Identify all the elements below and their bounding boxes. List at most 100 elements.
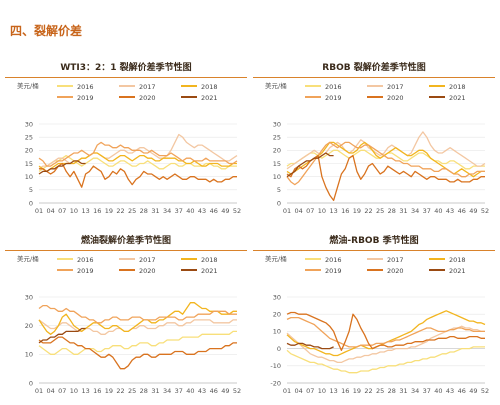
- x-tick-label: 34: [411, 387, 419, 395]
- x-tick-label: 04: [47, 387, 55, 395]
- wti-crack-spread-chart: 美元/桶 2016 2017 2018 2019 2020 2021 0 5 10 15 20 25 30…: [17, 82, 241, 215]
- series-line-2019: [286, 141, 485, 186]
- y-unit-label: 美元/桶: [265, 82, 287, 90]
- x-tick-label: 13: [329, 387, 337, 395]
- legend-label-2020: 2020: [139, 267, 156, 275]
- x-tick-label: 34: [411, 207, 419, 215]
- x-tick-label: 25: [376, 207, 384, 215]
- legend-label-2016: 2016: [325, 256, 342, 264]
- x-tick-label: 43: [198, 387, 206, 395]
- x-tick-label: 13: [329, 207, 337, 215]
- series-line-2018: [38, 302, 237, 335]
- x-tick-label: 10: [70, 387, 78, 395]
- series-line-2016: [286, 346, 485, 374]
- legend-label-2017: 2017: [139, 83, 156, 91]
- x-tick-label: 46: [458, 387, 466, 395]
- series-line-2017: [286, 325, 485, 364]
- x-tick-label: 40: [434, 387, 442, 395]
- x-tick-label: 07: [306, 207, 314, 215]
- x-tick-label: 04: [295, 387, 303, 395]
- x-tick-label: 04: [295, 207, 303, 215]
- chart-panel-rbob: RBOB 裂解价差季节性图 美元/桶 2016 2017 2018 2019 2020 20…: [253, 60, 495, 225]
- chart-title: RBOB 裂解价差季节性图: [322, 63, 426, 73]
- series-line-2021: [38, 327, 86, 344]
- y-tick-label: 20: [25, 322, 33, 330]
- x-tick-label: 34: [163, 387, 171, 395]
- legend-label-2018: 2018: [449, 256, 466, 264]
- title-rule: [253, 77, 495, 78]
- y-tick-label: 15: [273, 160, 281, 168]
- series-line-2019: [38, 141, 238, 167]
- x-tick-label: 19: [105, 207, 113, 215]
- x-tick-label: 37: [175, 207, 183, 215]
- rbob-crack-spread-chart: 美元/桶 2016 2017 2018 2019 2020 2021 0 5 10 15 20 25 30…: [265, 82, 489, 215]
- legend-label-2018: 2018: [201, 83, 218, 91]
- x-tick-label: 16: [93, 387, 101, 395]
- x-tick-label: 43: [446, 387, 454, 395]
- y-unit-label: 美元/桶: [17, 82, 39, 90]
- x-tick-label: 46: [210, 207, 218, 215]
- x-tick-label: 46: [210, 387, 218, 395]
- series-line-2016: [286, 149, 485, 170]
- x-tick-label: 01: [283, 387, 291, 395]
- x-tick-label: 22: [116, 207, 124, 215]
- x-tick-label: 52: [481, 387, 489, 395]
- y-tick-label: 10: [25, 173, 33, 181]
- x-tick-label: 34: [163, 207, 171, 215]
- chart-title: WTI3：2：1 裂解价差季节性图: [60, 63, 192, 73]
- x-tick-label: 52: [481, 207, 489, 215]
- x-tick-label: 19: [353, 387, 361, 395]
- x-tick-label: 01: [283, 207, 291, 215]
- x-tick-label: 04: [47, 207, 55, 215]
- x-tick-label: 40: [186, 387, 194, 395]
- series-line-2021: [286, 152, 334, 178]
- x-tick-label: 31: [151, 387, 159, 395]
- chart-panel-fuel-rbob: 燃油-RBOB 季节性图 美元/桶 2016 2017 2018 2019 2020 202…: [253, 233, 495, 398]
- y-tick-label: 0: [29, 379, 33, 387]
- y-tick-label: 5: [277, 186, 281, 194]
- x-tick-label: 22: [364, 387, 372, 395]
- x-tick-label: 16: [341, 207, 349, 215]
- series-line-2019: [286, 316, 485, 348]
- x-tick-label: 31: [151, 207, 159, 215]
- x-tick-label: 49: [221, 207, 229, 215]
- fuel-crack-spread-chart: 美元/桶 2016 2017 2018 2019 2020 2021 0 10 20 30 01 04 0…: [17, 255, 241, 395]
- chart-panel-fuel: 燃油裂解价差季节性图 美元/桶 2016 2017 2018 2019 2020 2021 0…: [5, 233, 247, 398]
- y-tick-label: -10: [270, 362, 281, 370]
- legend-label-2018: 2018: [201, 256, 218, 264]
- y-tick-label: 5: [29, 186, 33, 194]
- x-tick-label: 28: [388, 387, 396, 395]
- series-line-2017: [38, 319, 237, 335]
- title-rule: [253, 250, 495, 251]
- x-tick-label: 37: [423, 387, 431, 395]
- x-tick-label: 52: [233, 207, 241, 215]
- x-tick-label: 28: [140, 207, 148, 215]
- x-tick-label: 49: [221, 387, 229, 395]
- y-tick-label: 25: [273, 133, 281, 141]
- legend-label-2020: 2020: [387, 267, 404, 275]
- y-unit-label: 美元/桶: [17, 255, 39, 263]
- y-tick-label: 0: [277, 345, 281, 353]
- x-tick-label: 37: [423, 207, 431, 215]
- x-tick-label: 37: [175, 387, 183, 395]
- series-line-2021: [286, 342, 334, 350]
- x-tick-label: 49: [469, 387, 477, 395]
- legend-label-2021: 2021: [449, 94, 466, 102]
- title-rule: [5, 250, 247, 251]
- legend-label-2017: 2017: [139, 256, 156, 264]
- x-tick-label: 25: [376, 387, 384, 395]
- x-tick-label: 01: [35, 387, 43, 395]
- x-tick-label: 10: [318, 207, 326, 215]
- x-tick-label: 13: [81, 207, 89, 215]
- x-tick-label: 28: [140, 387, 148, 395]
- legend-label-2019: 2019: [77, 267, 94, 275]
- legend-label-2016: 2016: [77, 256, 94, 264]
- legend-label-2017: 2017: [387, 83, 404, 91]
- legend-label-2019: 2019: [77, 94, 94, 102]
- x-tick-label: 13: [81, 387, 89, 395]
- x-tick-label: 52: [233, 387, 241, 395]
- series-line-2020: [286, 311, 485, 351]
- x-tick-label: 16: [341, 387, 349, 395]
- chart-title: 燃油-RBOB 季节性图: [329, 236, 419, 246]
